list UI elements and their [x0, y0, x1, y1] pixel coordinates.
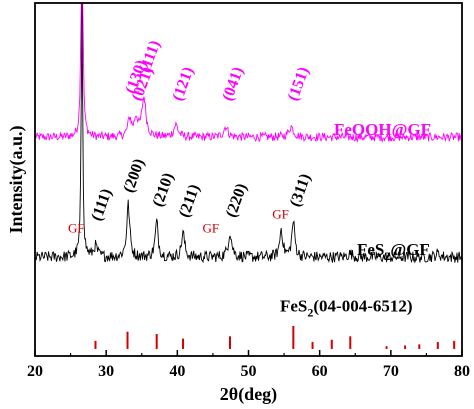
x-tick-label: 80	[454, 363, 470, 380]
feooh-series-label: FeOOH@GF	[334, 120, 431, 139]
plot-series	[34, 2, 463, 349]
feooh-gf-line	[34, 2, 463, 143]
fes2-peak-label: (220)	[223, 181, 251, 219]
plot-annotations: (130)(021)(111)(121) (041) (151)(111)(200)…	[68, 38, 431, 319]
y-axis-title: Intensity(a.u.)	[6, 125, 27, 233]
reference-series-label-part: FeS	[280, 297, 307, 316]
fes2-series-label-part: FeS	[357, 240, 384, 259]
feooh-peak-label: (041)	[219, 65, 247, 103]
gf-label: GF	[272, 206, 289, 221]
reference-series-label-part: (04-004-6512)	[313, 297, 412, 316]
x-tick-label: 60	[312, 363, 328, 380]
fes2-gf-line	[34, 2, 463, 264]
x-tick-label: 70	[383, 363, 399, 380]
fes2-series-label-part: 2	[384, 249, 390, 263]
fes2-peak-label: (200)	[120, 157, 148, 195]
x-tick-label: 30	[98, 363, 114, 380]
gf-label: GF	[202, 220, 219, 235]
reference-series-label: FeS2(04-004-6512)	[280, 297, 413, 320]
x-tick-label: 40	[169, 363, 185, 380]
gf-label: GF	[68, 220, 85, 235]
x-tick-label: 20	[27, 363, 43, 380]
feooh-peak-label: (121)	[169, 65, 197, 103]
feooh-peak-label: (111)	[137, 38, 164, 75]
fes2-peak-label: (111)	[88, 187, 115, 224]
fes2-series-label-part: @GF	[390, 240, 429, 259]
fes2-peak-label: (311)	[287, 172, 315, 210]
x-axis-title: 2θ(deg)	[220, 384, 277, 405]
fes2-series-label: FeS2@GF	[357, 240, 430, 263]
x-tick-label: 50	[241, 363, 257, 380]
fes2-peak-label: (211)	[176, 182, 204, 220]
reference-series-label-part: 2	[307, 306, 313, 320]
plot-axes: 20 30 40 50 60 70 80 2θ(deg) Intensity(a.u.)	[6, 2, 470, 405]
feooh-peak-label: (151)	[285, 65, 313, 103]
fes2-peak-label: (210)	[149, 171, 177, 209]
